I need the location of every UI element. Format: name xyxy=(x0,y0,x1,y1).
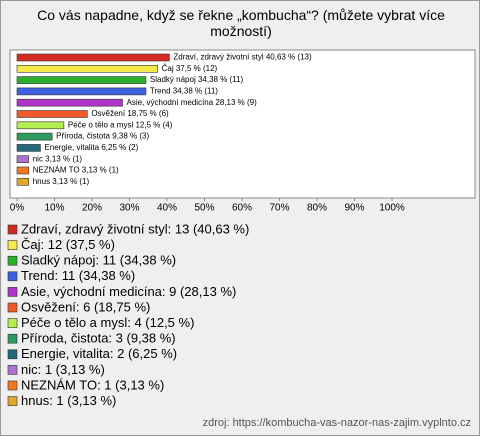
x-tick-label: 70% xyxy=(269,203,289,214)
legend-swatch xyxy=(7,318,18,328)
chart-title: Co vás napadne, když se řekne „kombucha“… xyxy=(37,7,445,39)
x-tick-label: 80% xyxy=(307,203,327,214)
legend-label: NEZNÁM TO: 1 (3,13 %) xyxy=(21,377,164,392)
x-tick-label: 60% xyxy=(232,203,252,214)
source: zdroj: https://kombucha-vas-nazor-nas-za… xyxy=(202,417,471,429)
legend-label: hnus: 1 (3,13 %) xyxy=(21,393,116,408)
bar-label: NEZNÁM TO 3,13 % (1) xyxy=(33,166,119,175)
bar xyxy=(16,98,123,107)
legend-swatch xyxy=(7,287,18,297)
bar-label: Trend 34,38 % (11) xyxy=(150,87,218,96)
legend-swatch xyxy=(7,240,18,250)
x-tick-label: 40% xyxy=(157,203,177,214)
bar xyxy=(16,132,53,141)
bar xyxy=(16,76,147,84)
bar-label: Zdraví, zdravý životní styl 40,63 % (13) xyxy=(173,53,312,62)
legend-label: Čaj: 12 (37,5 %) xyxy=(21,237,115,252)
legend-swatch xyxy=(7,255,18,266)
bar xyxy=(16,53,170,62)
legend-label: Asie, východní medicína: 9 (28,13 %) xyxy=(21,284,236,299)
bar-label: Asie, východní medicína 28,13 % (9) xyxy=(126,98,257,107)
legend-label: Zdraví, zdravý životní styl: 13 (40,63 %… xyxy=(21,221,249,236)
x-tick-label: 50% xyxy=(194,203,214,214)
x-tick-label: 20% xyxy=(82,203,102,214)
legend-swatch xyxy=(7,396,18,406)
legend-label: Osvěžení: 6 (18,75 %) xyxy=(21,299,150,314)
legend-swatch xyxy=(7,271,18,282)
bar xyxy=(16,121,65,130)
legend-label: Příroda, čistota: 3 (9,38 %) xyxy=(21,331,176,346)
bar-label: hnus 3,13 % (1) xyxy=(33,177,90,186)
x-tick-label: 90% xyxy=(344,203,364,214)
bar xyxy=(16,144,41,152)
bar xyxy=(16,178,30,186)
bar-label: Péče o tělo a mysl 12,5 % (4) xyxy=(68,120,173,129)
bar xyxy=(16,155,30,163)
bar xyxy=(16,110,88,118)
legend-swatch xyxy=(7,365,18,375)
bar-label: Čaj 37,5 % (12) xyxy=(162,64,218,73)
x-tick-label: 30% xyxy=(119,203,139,214)
bar-label: Příroda, čistota 9,38 % (3) xyxy=(56,132,149,141)
x-tick-label: 100% xyxy=(379,203,405,214)
x-tick-label: 10% xyxy=(44,203,64,214)
legend-label: Energie, vitalita: 2 (6,25 %) xyxy=(21,346,177,361)
legend-label: Sladký nápoj: 11 (34,38 %) xyxy=(21,253,176,268)
bar-label: Energie, vitalita 6,25 % (2) xyxy=(44,143,138,152)
bar xyxy=(16,87,147,96)
bar-label: Osvěžení 18,75 % (6) xyxy=(91,109,169,118)
legend-label: nic: 1 (3,13 %) xyxy=(21,362,105,377)
plot-area xyxy=(9,49,476,199)
bar-label: nic 3,13 % (1) xyxy=(33,154,83,163)
legend-swatch xyxy=(7,333,18,344)
bar xyxy=(16,65,158,73)
legend-label: Trend: 11 (34,38 %) xyxy=(21,268,135,283)
legend-label: Péče o tělo a mysl: 4 (12,5 %) xyxy=(21,315,194,330)
legend-swatch xyxy=(7,302,18,313)
legend-swatch xyxy=(7,349,18,360)
bar-label: Sladký nápoj 34,38 % (11) xyxy=(150,75,244,84)
x-tick-label: 0% xyxy=(10,203,25,214)
bar xyxy=(16,166,30,175)
legend-swatch xyxy=(7,380,18,391)
legend-swatch xyxy=(7,224,18,235)
